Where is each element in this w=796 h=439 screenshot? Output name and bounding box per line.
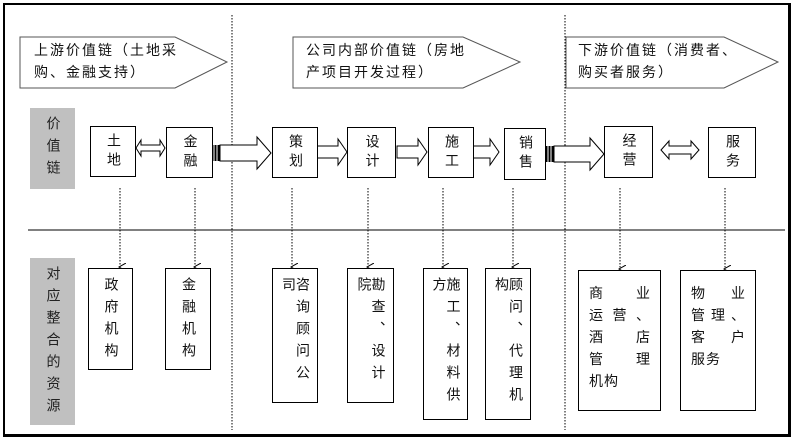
resource-line: 客 户 — [691, 330, 745, 346]
banner-upstream-line1: 上游价值链（土地采 — [34, 43, 178, 59]
resource-box-text: 咨询顾问公司 — [280, 277, 310, 387]
chain-box-text: 销售 — [517, 135, 533, 173]
chain-box-construction: 施工 — [428, 127, 474, 178]
chain-box-sales: 销售 — [504, 128, 546, 180]
resource-box-government: 政府机构 — [88, 268, 133, 370]
value-chain-label: 价值链 — [30, 108, 75, 189]
double-arrow-land-finance — [135, 138, 166, 158]
banner-upstream: 上游价值链（土地采 购、金融支持） — [34, 40, 178, 84]
double-arrow-operate-service — [660, 139, 700, 161]
resource-line: 运营、 — [589, 308, 650, 324]
banner-internal-line1: 公司内部价值链（房地 — [306, 43, 466, 59]
banner-downstream-shape — [565, 36, 780, 89]
resource-box-commercial-ops: 商 业 运营、 酒 店 管 理 机构 — [578, 270, 661, 411]
resource-line: 管 理 — [589, 352, 650, 368]
chain-box-text: 经营 — [620, 133, 637, 171]
chain-box-text: 施工 — [443, 133, 459, 172]
resource-box-text: 政府机构 — [102, 277, 119, 365]
resource-box-consulting: 咨询顾问公司 — [272, 268, 318, 403]
big-arrow-finance-planning — [211, 135, 272, 171]
banner-upstream-line2: 购、金融支持） — [34, 65, 146, 81]
resources-label: 对应整合的资源 — [30, 258, 75, 425]
chain-box-operate: 经营 — [604, 126, 653, 178]
banner-internal-shape — [292, 36, 522, 89]
resource-box-text: 施工、材料供方 — [430, 277, 461, 409]
resource-line: 机构 — [589, 374, 619, 390]
banner-upstream-shape — [19, 36, 229, 89]
resource-box-financial: 金融机构 — [165, 268, 211, 370]
resource-line: 酒 店 — [589, 330, 650, 346]
resource-box-text: 勘查、设计院 — [355, 277, 386, 387]
chain-box-text: 金融 — [181, 133, 198, 172]
banner-internal-line2: 产项目开发过程） — [306, 65, 434, 81]
banner-downstream: 下游价值链（消费者、 购买者服务） — [578, 40, 738, 84]
diagram-frame — [3, 3, 791, 437]
resource-box-text: 金融机构 — [180, 277, 196, 365]
arrow-construction-sales — [472, 137, 500, 167]
resource-box-property-mgmt: 物 业 管理、 客 户 服务 — [680, 270, 756, 411]
arrow-planning-design — [316, 137, 348, 167]
resources-label-text: 对应整合的资源 — [44, 266, 61, 420]
resource-box-agents: 顾问、代理机构 — [485, 268, 531, 420]
chain-box-finance: 金融 — [166, 127, 213, 178]
chain-box-text: 服务 — [724, 133, 740, 172]
resource-line: 管理、 — [691, 308, 745, 324]
banner-downstream-line1: 下游价值链（消费者、 — [578, 43, 738, 59]
resource-line: 服务 — [691, 352, 721, 368]
arrow-design-construction — [396, 137, 428, 167]
resource-line: 商 业 — [589, 286, 650, 302]
resource-box-text: 顾问、代理机构 — [493, 277, 523, 409]
chain-box-design: 设计 — [347, 127, 396, 178]
resource-line: 物 业 — [691, 286, 745, 302]
banner-downstream-line2: 购买者服务） — [578, 65, 674, 81]
big-arrow-sales-operate — [545, 136, 605, 172]
chain-box-service: 服务 — [708, 127, 756, 178]
chain-box-text: 策划 — [287, 133, 303, 172]
resource-box-contractors: 施工、材料供方 — [423, 268, 468, 420]
chain-box-planning: 策划 — [272, 127, 318, 178]
chain-box-text: 土地 — [105, 132, 121, 171]
chain-box-text: 设计 — [363, 133, 380, 172]
chain-box-land: 土地 — [90, 126, 136, 177]
resource-box-survey-design: 勘查、设计院 — [347, 268, 394, 403]
banner-internal: 公司内部价值链（房地 产项目开发过程） — [306, 40, 466, 84]
value-chain-label-text: 价值链 — [44, 116, 61, 182]
